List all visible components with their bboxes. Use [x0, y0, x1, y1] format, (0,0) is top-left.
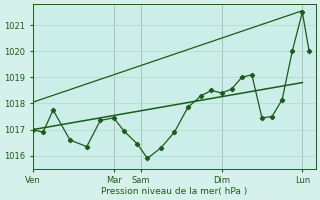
- X-axis label: Pression niveau de la mer( hPa ): Pression niveau de la mer( hPa ): [101, 187, 247, 196]
